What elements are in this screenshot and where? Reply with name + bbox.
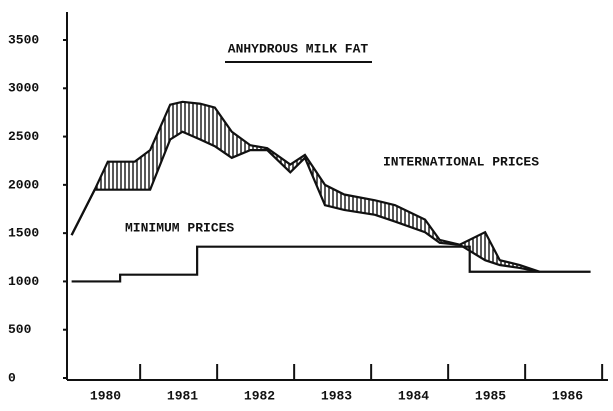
- x-tick-label: 1980: [90, 388, 121, 403]
- y-tick-label: 1000: [8, 274, 39, 289]
- y-tick-label: 1500: [8, 226, 39, 241]
- y-tick-label: 2000: [8, 177, 39, 192]
- minimum-price-line: [71, 245, 591, 283]
- international-price-line: [70, 130, 540, 273]
- price-band: [71, 101, 540, 272]
- y-tick-label: 3000: [8, 81, 39, 96]
- chart-title: ANHYDROUS MILK FAT: [228, 41, 369, 56]
- x-tick-label: 1984: [398, 388, 429, 403]
- x-tick-label: 1982: [244, 388, 275, 403]
- x-tick-label: 1981: [167, 388, 198, 403]
- y-tick-label: 500: [8, 322, 32, 337]
- x-tick-label: 1986: [552, 388, 583, 403]
- series-label: INTERNATIONAL PRICES: [383, 154, 539, 169]
- y-tick-label: 3500: [8, 32, 39, 47]
- y-tick-label: 2500: [8, 129, 39, 144]
- series-label: MINIMUM PRICES: [125, 220, 234, 235]
- y-tick-label: 0: [8, 370, 16, 385]
- x-tick-label: 1985: [475, 388, 506, 403]
- x-tick-label: 1983: [321, 388, 352, 403]
